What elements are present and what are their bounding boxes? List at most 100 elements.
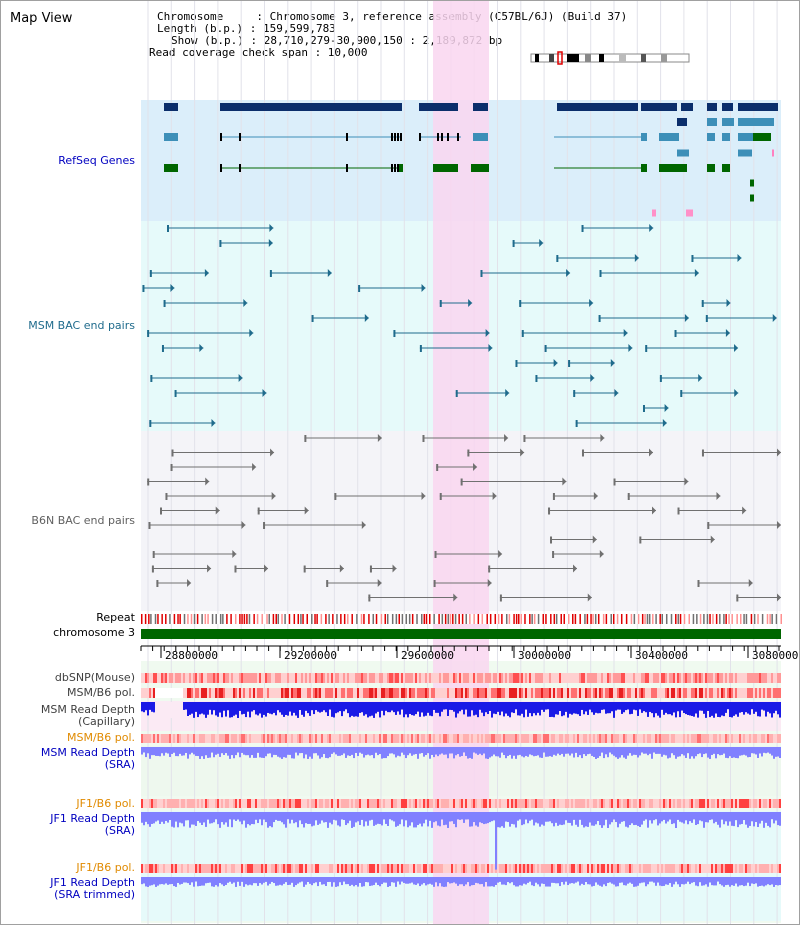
jf1-pol-trim-heat-cell [627, 864, 629, 873]
msm-pol-sra-heat-cell [359, 734, 361, 743]
dbsnp-heat-cell [313, 673, 315, 683]
b6n-bac-pair-end [270, 448, 275, 457]
dbsnp-heat-cell [425, 673, 427, 683]
jf1-pol-heat-cell [401, 799, 403, 808]
jf1-trim-depth-bar [431, 877, 433, 885]
jf1-sra-depth-bar [319, 812, 321, 824]
msm-sra-depth-bar [633, 747, 635, 755]
jf1-sra-depth-bar [583, 812, 585, 828]
msm-b6-pol-label[interactable]: MSM/B6 pol. [67, 686, 135, 699]
repeat-element [637, 614, 640, 624]
msm-bac-pair-end [701, 300, 704, 307]
msm-capillary-depth-bar [331, 702, 333, 717]
dbsnp-track-label[interactable]: dbSNP(Mouse) [54, 671, 135, 684]
msm-sra-depth-bar [775, 747, 777, 757]
b6n-bac-track-label[interactable]: B6N BAC end pairs [31, 514, 135, 527]
jf1-pol-heat-cell [497, 799, 499, 808]
jf1-sra-depth-bar [383, 812, 385, 820]
msm-sra-depth-bar [283, 747, 285, 758]
jf1-trim-depth-bar [467, 877, 469, 883]
jf1-pol-heat-cell [667, 799, 669, 808]
dbsnp-heat-cell [777, 673, 779, 683]
jf1-pol-label[interactable]: JF1/B6 pol. [76, 797, 135, 810]
msm-capillary-depth-bar [713, 702, 715, 718]
jf1-pol-trim-heat-cell [587, 864, 589, 873]
repeat-element [648, 614, 651, 624]
msm-capillary-depth-bar [259, 702, 261, 714]
jf1-pol-trim-heat-cell [195, 864, 197, 873]
msm-pol-sra-heat-cell [603, 734, 605, 743]
jf1-sra-depth-bar [355, 812, 357, 823]
dbsnp-heat-cell [735, 673, 737, 683]
jf1-trim-depth-bar [483, 877, 485, 887]
jf1-pol-trim-heat-cell [463, 864, 465, 873]
msm-pol-sra-heat-cell [179, 734, 181, 743]
refseq-track-label[interactable]: RefSeq Genes [58, 154, 135, 167]
msm-pol-heat-cell [229, 688, 231, 698]
msm-pol-sra-heat-cell [361, 734, 363, 743]
dbsnp-heat-cell [183, 673, 185, 683]
jf1-pol-heat-cell [253, 799, 255, 808]
msm-sra-depth-bar [537, 747, 539, 756]
msm-capillary-depth-bar [295, 702, 297, 716]
msm-capillary-depth-bar [603, 702, 605, 710]
msm-pol-sra-heat-cell [465, 734, 467, 743]
jf1-pol-heat-cell [145, 799, 147, 808]
msm-bac-track-label[interactable]: MSM BAC end pairs [28, 319, 135, 332]
jf1-pol-trim-heat-cell [475, 864, 477, 873]
jf1-trim-depth-bar [737, 877, 739, 887]
jf1-trim-depth-bar [197, 877, 199, 887]
msm-sra-depth-bar [143, 747, 145, 753]
repeat-element [246, 614, 248, 624]
msm-sra-depth-bar [501, 747, 503, 753]
jf1-pol-heat-cell [299, 799, 301, 808]
msm-depth-capillary-label[interactable]: MSM Read Depth (Capillary) [40, 703, 135, 728]
dbsnp-heat-cell [603, 673, 605, 683]
jf1-pol-trim-heat-cell [705, 864, 707, 873]
msm-pol-heat-cell [395, 688, 397, 698]
jf1-pol-trim-heat-cell [553, 864, 555, 873]
msm-sra-depth-bar [531, 747, 533, 756]
jf1-depth-sra-label[interactable]: JF1 Read Depth (SRA) [50, 812, 135, 837]
msm-sra-depth-bar [427, 747, 429, 754]
jf1-pol-trim-heat-cell [509, 864, 511, 873]
repeat-element [592, 614, 594, 624]
jf1-trim-depth-bar [361, 877, 363, 887]
msm-capillary-depth-bar [283, 702, 285, 717]
msm-capillary-depth-bar [261, 702, 263, 718]
dbsnp-heat-cell [451, 673, 453, 683]
jf1-trim-depth-bar [161, 877, 163, 885]
jf1-trim-depth-bar [363, 877, 365, 887]
msm-capillary-depth-bar [437, 702, 439, 713]
jf1-sra-depth-bar [661, 812, 663, 822]
msm-capillary-depth-bar [439, 702, 441, 717]
dbsnp-heat-cell [463, 673, 465, 683]
jf1-pol-heat-cell [347, 799, 349, 808]
msm-capillary-depth-bar [507, 702, 509, 716]
msm-pol-heat-cell [579, 688, 581, 698]
jf1-pol-heat-cell [655, 799, 657, 808]
msm-pol-sra-heat-cell [585, 734, 587, 743]
dbsnp-heat-cell [737, 673, 739, 683]
jf1-depth-trimmed-label[interactable]: JF1 Read Depth (SRA trimmed) [50, 876, 135, 901]
msm-b6-pol-sra-label[interactable]: MSM/B6 pol. [67, 731, 135, 744]
jf1-sra-depth-bar [203, 812, 205, 823]
jf1-pol-heat-cell [383, 799, 385, 808]
jf1-pol-trimmed-label[interactable]: JF1/B6 pol. [76, 861, 135, 874]
dbsnp-heat-cell [585, 673, 587, 683]
msm-sra-depth-bar [483, 747, 485, 754]
axis-tick-label: 29600000 [401, 649, 454, 662]
msm-capillary-depth-bar [193, 702, 195, 718]
jf1-pol-heat-cell [141, 799, 143, 808]
jf1-pol-trim-heat-cell [757, 864, 759, 873]
jf1-pol-heat-cell [593, 799, 595, 808]
msm-depth-sra-label[interactable]: MSM Read Depth (SRA) [40, 746, 135, 771]
jf1-sra-depth-bar [503, 812, 505, 828]
msm-pol-heat-cell [283, 688, 285, 698]
jf1-pol-trim-heat-cell [225, 864, 227, 873]
jf1-pol-trim-heat-cell [247, 864, 249, 873]
msm-capillary-depth-bar [199, 702, 201, 715]
msm-bac-pair-end [488, 344, 493, 352]
dbsnp-heat-cell [727, 673, 729, 683]
